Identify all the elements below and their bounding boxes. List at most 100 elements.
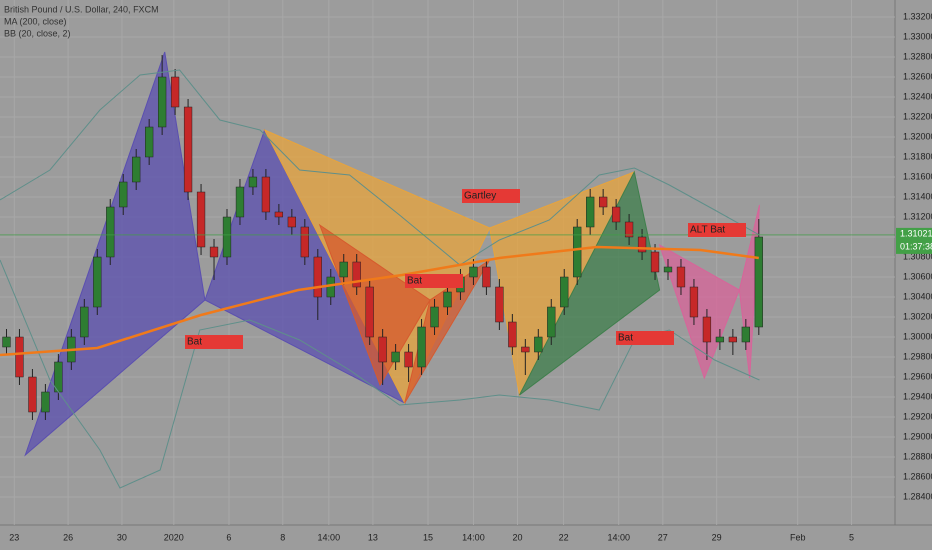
candle-body — [599, 196, 608, 208]
candle-body — [119, 181, 128, 208]
annotation-label: Bat — [407, 276, 422, 287]
y-tick-label: 1.29800 — [903, 351, 932, 361]
y-tick-label: 1.29000 — [903, 431, 932, 441]
x-tick-label: 22 — [559, 532, 569, 542]
annotation-box — [405, 274, 463, 288]
candle-body — [261, 176, 271, 213]
candle-body — [378, 336, 387, 363]
candle-body — [715, 336, 725, 343]
candle-body — [248, 176, 258, 188]
y-tick-label: 1.30000 — [903, 331, 932, 341]
candle-body — [560, 276, 569, 308]
y-tick-label: 1.32400 — [903, 91, 932, 101]
candle-body — [106, 206, 115, 258]
candle-body — [352, 261, 361, 288]
y-tick-label: 1.29400 — [903, 391, 932, 401]
x-tick-label: 26 — [63, 532, 73, 542]
y-tick-label: 1.31400 — [903, 191, 932, 201]
y-tick-label: 1.33200 — [903, 11, 932, 21]
y-tick-label: 1.28400 — [903, 491, 932, 501]
candle-body — [157, 76, 167, 128]
candle-body — [80, 306, 89, 338]
candle-body — [495, 286, 504, 323]
annotation-box — [462, 189, 520, 203]
y-tick-label: 1.32600 — [903, 71, 932, 81]
y-tick-label: 1.32200 — [903, 111, 932, 121]
candle-body — [430, 306, 439, 328]
chart-title: British Pound / U.S. Dollar, 240, FXCM — [4, 4, 159, 14]
candle-body — [365, 286, 374, 338]
candle-body — [235, 186, 245, 218]
annotation-label: Bat — [618, 333, 633, 344]
candle-body — [170, 76, 180, 108]
candle-body — [183, 106, 193, 193]
annotation-label: Bat — [187, 337, 202, 348]
candle-body — [2, 336, 11, 348]
candle-body — [611, 206, 621, 223]
candle-body — [339, 261, 348, 278]
x-tick-label: 14:00 — [462, 532, 485, 542]
x-tick-label: 14:00 — [318, 532, 341, 542]
x-tick-label: 14:00 — [607, 532, 630, 542]
candle-body — [586, 196, 595, 228]
candle-body — [637, 236, 647, 253]
x-tick-label: Feb — [790, 532, 806, 542]
candle-body — [702, 316, 712, 343]
y-tick-label: 1.31800 — [903, 151, 932, 161]
candle-body — [573, 226, 582, 278]
indicator-line — [0, 69, 760, 266]
last-price-box — [896, 227, 932, 254]
candle-body — [196, 191, 206, 248]
candle-body — [754, 236, 763, 328]
y-tick-label: 1.32000 — [903, 131, 932, 141]
annotation-box — [616, 331, 674, 345]
candle-body — [417, 326, 426, 368]
candle-body — [222, 216, 232, 258]
candle-body — [15, 336, 24, 378]
y-tick-label: 1.31600 — [903, 171, 932, 181]
y-tick-label: 1.28800 — [903, 451, 932, 461]
candle-body — [624, 221, 634, 238]
candle-body — [145, 126, 154, 158]
candle-body — [313, 256, 322, 298]
x-tick-label: 30 — [117, 532, 127, 542]
candle-body — [41, 391, 50, 413]
candle-body — [469, 266, 478, 278]
y-tick-label: 1.30600 — [903, 271, 932, 281]
candle-body — [676, 266, 686, 288]
annotation-box — [688, 223, 746, 237]
last-price-label: 1.31021 — [900, 228, 932, 238]
candle-body — [521, 346, 530, 353]
indicator-line — [0, 245, 759, 357]
x-tick-label: 15 — [423, 532, 433, 542]
x-tick-label: 20 — [513, 532, 523, 542]
candle-body — [209, 246, 219, 258]
candle-body — [650, 251, 660, 273]
candle-body — [482, 266, 491, 288]
candle-body — [391, 351, 400, 363]
x-tick-label: 13 — [368, 532, 378, 542]
x-tick-label: 8 — [280, 532, 285, 542]
indicator: BB (20, close, 2) — [4, 28, 71, 38]
y-tick-label: 1.29600 — [903, 371, 932, 381]
y-tick-label: 1.30400 — [903, 291, 932, 301]
y-tick-label: 1.30200 — [903, 311, 932, 321]
annotation-label: Gartley — [464, 191, 496, 202]
candle-body — [28, 376, 37, 413]
x-tick-label: 23 — [9, 532, 19, 542]
y-tick-label: 1.33000 — [903, 31, 932, 41]
candle-body — [93, 256, 102, 308]
candle-body — [547, 306, 556, 338]
candle-body — [728, 336, 738, 343]
candle-body — [508, 321, 517, 348]
indicator: MA (200, close) — [4, 16, 67, 26]
y-tick-label: 1.32800 — [903, 51, 932, 61]
candle-body — [741, 326, 750, 343]
candle-body — [689, 286, 699, 318]
annotation-box — [185, 335, 243, 349]
x-tick-label: 27 — [658, 532, 668, 542]
y-tick-label: 1.29200 — [903, 411, 932, 421]
x-tick-label: 2020 — [164, 532, 184, 542]
candle-body — [443, 291, 452, 308]
